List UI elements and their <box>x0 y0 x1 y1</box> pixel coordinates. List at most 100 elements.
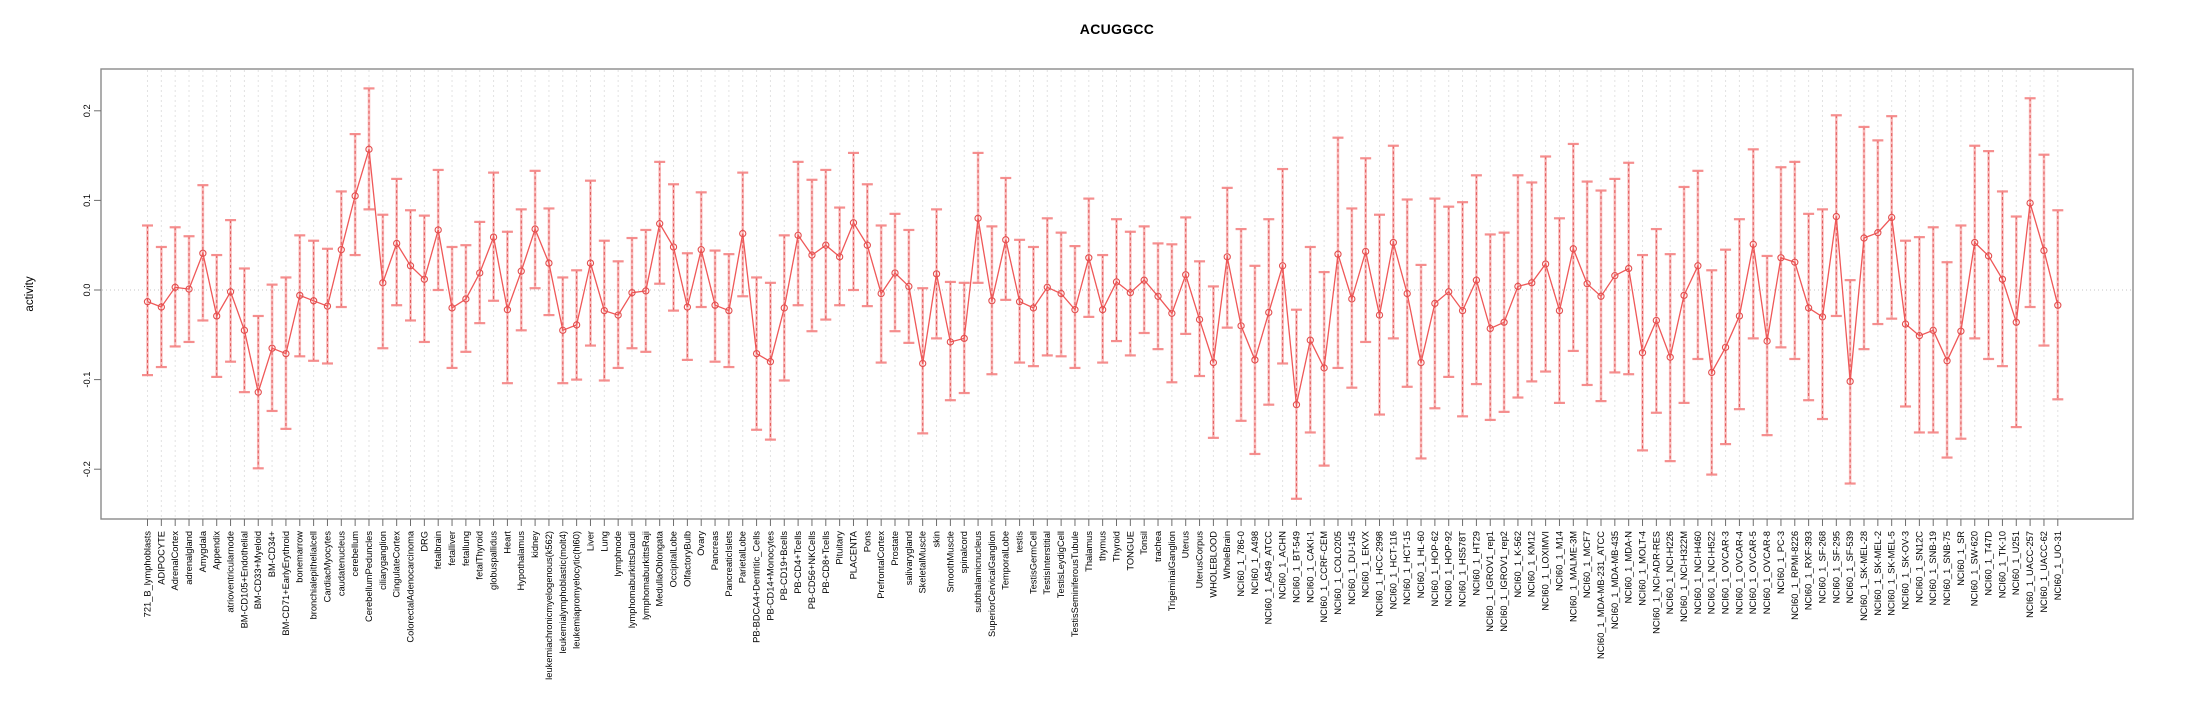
x-tick-label: Thalamus <box>1084 531 1094 572</box>
x-tick-label: ADIPOCYTE <box>156 531 166 585</box>
data-point <box>891 269 899 277</box>
data-point <box>1929 326 1937 334</box>
x-tick-label: globuspallidus <box>489 531 499 590</box>
x-tick-label: Uterus <box>1181 531 1191 559</box>
data-point <box>628 289 636 297</box>
x-tick-label: ParietalLobe <box>738 531 748 583</box>
x-tick-label: PB-CD14+Monocytes <box>765 531 775 621</box>
data-point <box>1915 332 1924 340</box>
x-tick-label: bronchialepithelialcell <box>309 531 319 619</box>
data-point <box>1625 264 1633 273</box>
x-tick-label: NCI60_1_SK-MEL-2 <box>1873 531 1883 616</box>
x-tick-label: Tonsil <box>1139 531 1149 555</box>
data-point <box>1071 306 1079 314</box>
x-tick-label: BM-CD33+Myeloid <box>253 531 263 609</box>
data-point <box>1971 238 1979 247</box>
x-tick-label: NCI60_1_OVCAR-4 <box>1734 531 1744 614</box>
x-tick-label: trachea <box>1153 530 1163 562</box>
data-point <box>1749 240 1757 248</box>
data-point <box>1555 306 1564 315</box>
x-tick-label: NCI60_1_HL-60 <box>1416 531 1426 598</box>
y-tick-label: 0.2 <box>82 104 92 117</box>
x-tick-label: NCI60_1_HS578T <box>1458 531 1468 607</box>
x-tick-label: NCI60_1_SN12C <box>1914 531 1924 603</box>
x-tick-label: NCI60_1_SR <box>1956 531 1966 586</box>
x-tick-label: NCI60_1_NCI-ADR-RES <box>1651 531 1661 634</box>
x-tick-label: NCI60_1_COLO205 <box>1333 531 1343 615</box>
data-point <box>766 358 775 366</box>
data-point <box>1528 279 1536 287</box>
data-point <box>808 251 816 259</box>
data-point <box>642 287 650 295</box>
data-point <box>545 259 553 267</box>
x-tick-label: fetalThyroid <box>475 531 485 580</box>
data-point <box>1846 377 1854 386</box>
x-tick-label: TemporalLobe <box>1001 531 1011 590</box>
x-tick-label: fetallung <box>461 531 471 566</box>
x-tick-label: NCI60_1_SK-MEL-28 <box>1859 531 1869 621</box>
data-point <box>2026 199 2034 207</box>
x-tick-label: NCI60_1_DU-145 <box>1347 531 1357 605</box>
data-point <box>143 297 152 306</box>
y-axis: 0.2 0.1 0.0 -0.1 -0.2 <box>82 104 101 477</box>
x-tick-label: NCI60_1_SNB-19 <box>1928 531 1938 605</box>
x-tick-label: NCI60_1_CCRF-CEM <box>1319 531 1329 622</box>
data-point <box>863 241 871 249</box>
x-tick-label: NCI60_1_MALME-3M <box>1568 531 1578 622</box>
x-tick-label: Pituitary <box>835 531 845 565</box>
data-point <box>572 321 581 329</box>
data-point <box>337 246 345 254</box>
x-tick-label: NCI60_1_MCF7 <box>1582 531 1592 598</box>
x-tick-label: NCI60_1_K-562 <box>1513 531 1523 598</box>
data-point <box>1458 306 1467 315</box>
data-point <box>406 262 415 270</box>
data-point <box>213 312 221 320</box>
data-point <box>1998 275 2007 283</box>
data-point <box>1818 313 1827 321</box>
data-point <box>794 231 802 239</box>
x-tick-label: Heart <box>502 531 512 554</box>
data-point <box>1804 304 1813 312</box>
x-tick-label: leukemiapromyelocytic(hl60) <box>572 531 582 649</box>
data-point <box>919 359 927 368</box>
x-tick-label: TestisGermCell <box>1028 531 1038 594</box>
y-tick-label: -0.1 <box>82 372 92 388</box>
x-tick-label: NCI60_1_HOP-92 <box>1444 531 1454 606</box>
x-tick-label: SuperiorCervicalGanglion <box>987 531 997 637</box>
x-tick-label: NCI60_1_SK-OV-3 <box>1901 531 1911 610</box>
data-point <box>600 306 608 315</box>
x-tick-label: Pons <box>862 531 872 553</box>
data-point <box>1708 368 1716 377</box>
data-point <box>240 326 249 334</box>
x-tick-label: NCI60_1_UACC-62 <box>2039 531 2049 613</box>
data-point <box>185 285 193 293</box>
data-point <box>1306 336 1314 344</box>
data-point <box>1472 276 1481 284</box>
data-point <box>1569 245 1577 253</box>
data-point <box>1611 272 1619 280</box>
x-tick-label: DRG <box>419 531 429 552</box>
x-tick-label: NCI60_1_IGROV1_rep1 <box>1485 531 1495 632</box>
x-tick-label: NCI60_1_BT-549 <box>1291 531 1301 603</box>
data-point <box>1984 252 1993 260</box>
x-tick-label: NCI60_1_M14 <box>1554 531 1564 591</box>
data-point <box>974 214 982 222</box>
data-point <box>1763 337 1771 345</box>
data-point <box>1375 311 1384 319</box>
data-point <box>1901 320 1910 328</box>
data-point <box>296 291 304 300</box>
x-tick-label: NCI60_1_PC-3 <box>1776 531 1786 594</box>
data-point <box>1002 236 1010 244</box>
data-point <box>1278 262 1287 270</box>
x-tick-label: NCI60_1_SK-MEL-5 <box>1887 531 1897 616</box>
data-point <box>1694 262 1702 270</box>
x-tick-label: testis <box>1015 531 1025 553</box>
x-tick-label: SmoothMuscle <box>945 531 955 593</box>
x-tick-label: thymus <box>1098 531 1108 561</box>
x-tick-label: fetalbrain <box>433 531 443 569</box>
data-point <box>171 283 179 291</box>
x-tick-label: NCI60_1_HOP-62 <box>1430 531 1440 606</box>
x-tick-label: NCI60_1_U251 <box>2011 531 2021 595</box>
data-point <box>531 225 539 233</box>
